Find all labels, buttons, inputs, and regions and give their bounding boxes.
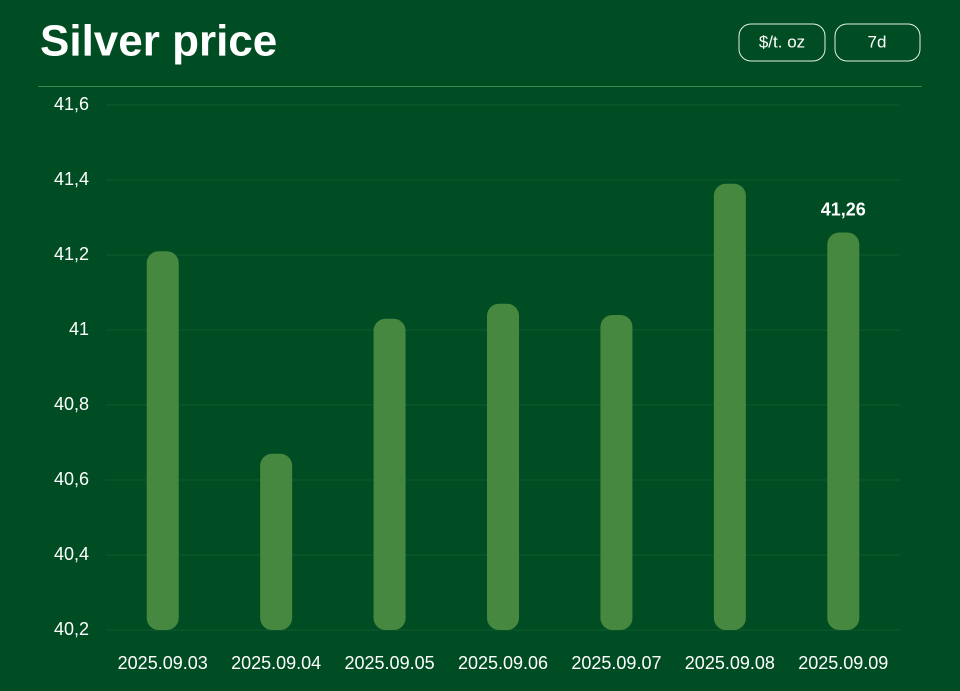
unit-button[interactable]: $/t. oz (738, 23, 826, 62)
x-tick-label: 2025.09.06 (458, 653, 548, 673)
y-tick-label: 41,4 (54, 169, 89, 189)
y-tick-label: 40,2 (54, 619, 89, 639)
y-tick-label: 41,2 (54, 244, 89, 264)
x-tick-label: 2025.09.04 (231, 653, 321, 673)
bar (487, 303, 519, 630)
chart-title: Silver price (40, 17, 277, 66)
x-tick-label: 2025.09.08 (685, 653, 775, 673)
range-button-frame[interactable] (834, 23, 921, 62)
y-tick-label: 40,8 (54, 394, 89, 414)
x-tick-label: 2025.09.05 (345, 653, 435, 673)
y-tick-label: 41,6 (54, 94, 89, 114)
x-tick-label: 2025.09.07 (571, 653, 661, 673)
bar (260, 453, 293, 630)
bar (600, 315, 633, 630)
unit-button-frame[interactable] (738, 23, 826, 62)
x-tick-label: 2025.09.09 (798, 653, 888, 673)
x-tick-label: 2025.09.03 (118, 653, 208, 673)
bar (713, 183, 746, 630)
bar (146, 251, 179, 630)
range-button[interactable]: 7d (834, 23, 921, 62)
bar (373, 318, 406, 630)
y-tick-label: 40,6 (54, 469, 89, 489)
unit-button-label[interactable]: $/t. oz (759, 32, 805, 51)
y-tick-label: 40,4 (54, 544, 89, 564)
value-label: 41,26 (821, 199, 866, 219)
bar (827, 232, 860, 630)
y-tick-label: 41 (69, 319, 89, 339)
range-button-label[interactable]: 7d (868, 32, 887, 51)
